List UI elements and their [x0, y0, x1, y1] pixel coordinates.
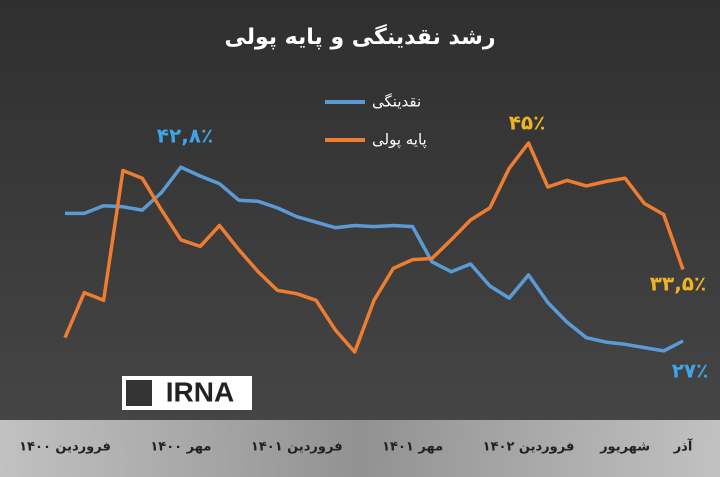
- x-tick-label: فروردین ۱۴۰۲: [483, 440, 575, 455]
- x-tick-label: فروردین ۱۴۰۱: [251, 440, 343, 455]
- annotation: ۴۲,۸٪: [157, 124, 213, 148]
- chart-title: رشد نقدینگی و پایه پولی: [224, 23, 495, 50]
- x-tick-label: مهر ۱۴۰۱: [382, 440, 443, 455]
- x-tick-label: شهریور: [599, 440, 650, 455]
- x-tick-label: مهر ۱۴۰۰: [150, 440, 211, 455]
- x-tick-label: آذر: [673, 438, 693, 455]
- watermark: IRNA: [166, 376, 234, 407]
- legend-label: نقدینگی: [372, 93, 421, 111]
- logo-icon: [126, 380, 152, 406]
- annotation: ۴۵٪: [509, 111, 546, 135]
- legend-label: پایه پولی: [372, 131, 427, 150]
- annotation: ۳۳,۵٪: [650, 272, 706, 296]
- axis-strip: [0, 420, 720, 477]
- x-tick-label: فروردین ۱۴۰۰: [19, 440, 111, 455]
- series-line: [63, 141, 685, 354]
- annotation: ۲۷٪: [672, 359, 709, 383]
- series-line: [65, 165, 684, 353]
